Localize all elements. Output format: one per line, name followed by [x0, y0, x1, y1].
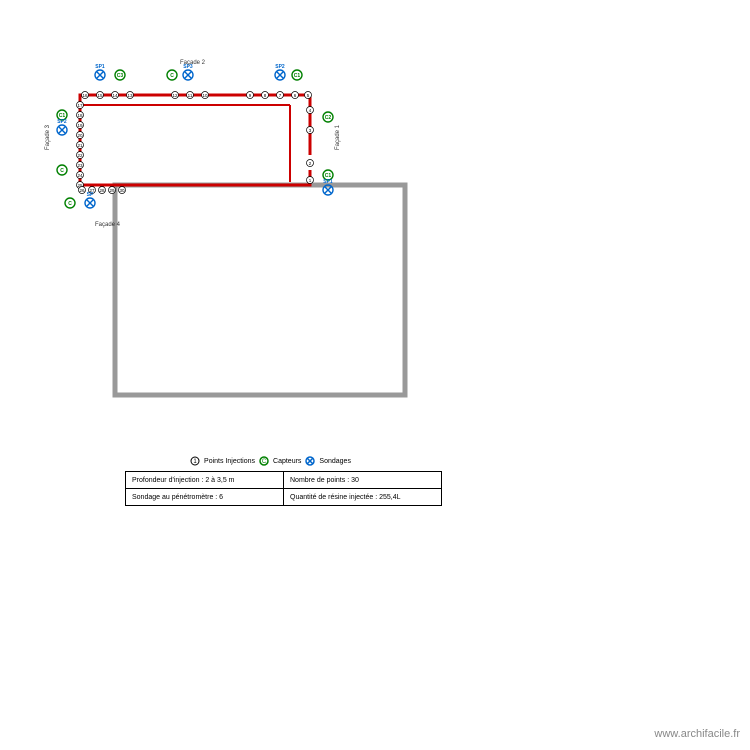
svg-text:26: 26	[79, 188, 85, 193]
svg-text:C: C	[170, 73, 174, 79]
svg-text:29: 29	[109, 188, 115, 193]
svg-text:C: C	[60, 168, 64, 174]
svg-text:SP1: SP1	[323, 179, 333, 185]
svg-text:SP1: SP1	[95, 64, 105, 70]
svg-text:28: 28	[99, 188, 105, 193]
svg-text:21: 21	[77, 143, 83, 148]
info-table: Profondeur d'injection : 2 à 3,5 m Nombr…	[125, 471, 442, 506]
svg-text:C2: C2	[325, 115, 332, 121]
legend-and-table: 1 Points Injections C Capteurs Sondages …	[125, 455, 442, 506]
svg-text:SP2: SP2	[275, 64, 285, 70]
svg-text:16: 16	[82, 93, 88, 98]
svg-text:10: 10	[202, 93, 208, 98]
svg-text:C: C	[68, 201, 72, 207]
svg-text:13: 13	[127, 93, 133, 98]
facade-4-label: Façade 4	[95, 222, 120, 228]
svg-text:SP2: SP2	[57, 119, 67, 125]
facade-3-label: Façade 3	[45, 125, 51, 150]
facade-1-label: Façade 1	[335, 125, 341, 150]
watermark: www.archifacile.fr	[654, 728, 740, 740]
svg-text:24: 24	[77, 173, 83, 178]
table-row: Sondage au pénétromètre : 6 Quantité de …	[126, 489, 442, 506]
table-row: Profondeur d'injection : 2 à 3,5 m Nombr…	[126, 472, 442, 489]
svg-text:30: 30	[119, 188, 125, 193]
legend-capteurs-label: Capteurs	[273, 458, 301, 465]
legend-points-label: Points Injections	[204, 458, 255, 465]
svg-text:18: 18	[77, 113, 83, 118]
svg-text:23: 23	[77, 163, 83, 168]
legend-row: 1 Points Injections C Capteurs Sondages	[125, 455, 415, 467]
svg-text:17: 17	[77, 103, 83, 108]
svg-text:SP: SP	[87, 192, 94, 198]
svg-text:C1: C1	[294, 73, 301, 79]
svg-text:20: 20	[77, 133, 83, 138]
svg-text:14: 14	[112, 93, 118, 98]
svg-text:19: 19	[77, 123, 83, 128]
svg-text:C3: C3	[117, 73, 124, 79]
svg-text:15: 15	[97, 93, 103, 98]
svg-text:22: 22	[77, 153, 83, 158]
svg-text:11: 11	[188, 93, 193, 98]
svg-text:C: C	[262, 459, 267, 465]
facade-2-label: Façade 2	[180, 60, 205, 66]
legend-sondages-label: Sondages	[319, 458, 351, 465]
svg-text:12: 12	[172, 93, 178, 98]
